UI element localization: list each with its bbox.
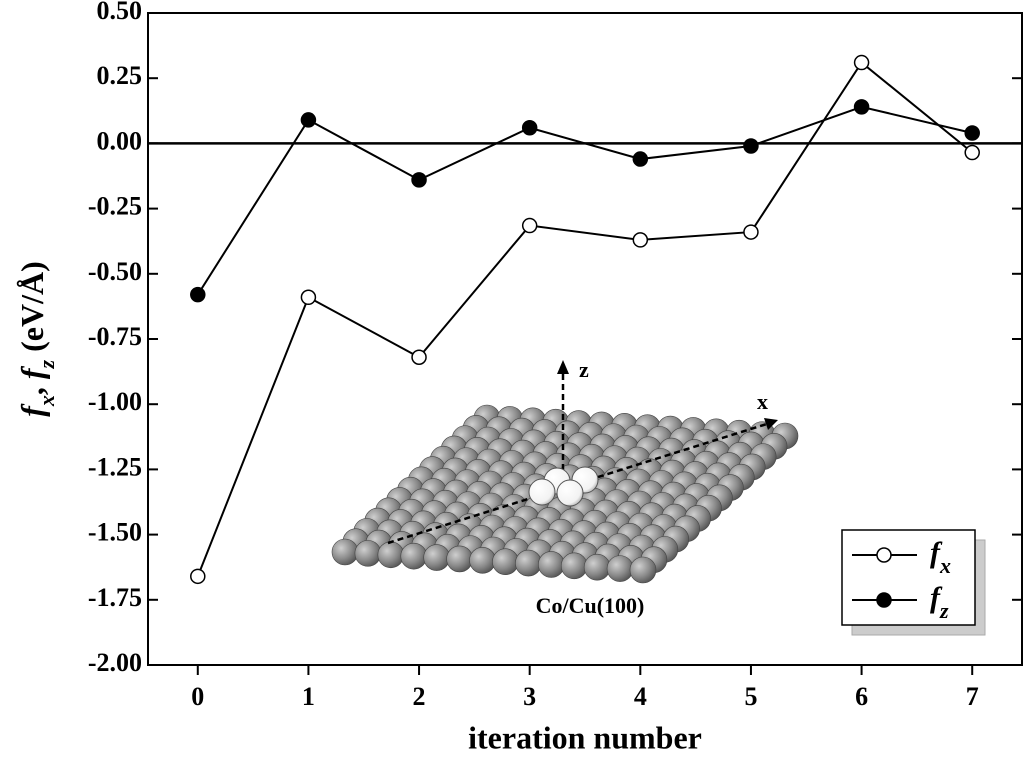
data-point xyxy=(853,99,870,115)
series-line xyxy=(196,105,973,296)
substrate-atom xyxy=(538,551,565,578)
y-tick-label: -1.50 xyxy=(88,518,142,547)
legend-label: fz xyxy=(930,581,949,623)
inset-illustration xyxy=(331,360,799,584)
x-tick-label: 6 xyxy=(855,682,868,711)
legend-marker xyxy=(876,592,892,608)
y-tick-label: -2.00 xyxy=(88,648,142,677)
data-point xyxy=(521,217,538,234)
data-point xyxy=(411,349,427,366)
data-point xyxy=(964,144,980,161)
data-point xyxy=(411,172,427,188)
substrate-atom xyxy=(583,553,611,581)
data-point xyxy=(632,232,649,248)
substrate-atom xyxy=(377,541,405,569)
y-tick-label: -0.75 xyxy=(88,322,142,351)
x-tick-label: 0 xyxy=(191,682,204,711)
y-tick-label: -0.25 xyxy=(88,192,142,221)
substrate-atom xyxy=(560,552,588,580)
substrate-atom xyxy=(400,542,428,570)
x-tick-label: 2 xyxy=(413,682,426,711)
substrate-atom xyxy=(606,555,634,582)
y-tick-label: -1.00 xyxy=(88,387,142,416)
y-axis-title-part: (eV/Å) xyxy=(14,261,50,360)
x-tick-label: 7 xyxy=(966,682,979,711)
data-point xyxy=(964,125,980,141)
y-tick-label: 0.50 xyxy=(97,0,143,25)
data-point xyxy=(190,286,206,303)
inset-axis-x: x xyxy=(757,389,768,414)
y-tick-label: 0.25 xyxy=(97,61,143,90)
substrate-atom xyxy=(446,545,473,573)
substrate-atom xyxy=(331,538,359,566)
substrate-atom xyxy=(492,548,519,575)
data-point xyxy=(853,54,870,71)
data-point xyxy=(743,224,759,240)
y-tick-label: -0.50 xyxy=(88,257,142,286)
y-axis-title: fx, fz (eV/Å) xyxy=(14,261,58,417)
inset-label: Co/Cu(100) xyxy=(536,593,645,618)
y-axis-title-part: f xyxy=(14,403,50,417)
legend-label: fx xyxy=(930,536,951,578)
legend-marker xyxy=(876,547,892,563)
y-axis-title-part: f xyxy=(14,365,50,379)
x-tick-label: 4 xyxy=(634,682,647,711)
data-point xyxy=(743,138,759,154)
data-point xyxy=(300,289,317,306)
data-point xyxy=(300,112,317,128)
y-axis-title-part: x xyxy=(34,395,59,407)
series-line xyxy=(196,61,973,577)
x-tick-label: 1 xyxy=(302,682,315,711)
inset-x-arrow xyxy=(764,418,778,430)
y-tick-label: -1.25 xyxy=(88,452,142,481)
x-tick-label: 5 xyxy=(744,682,757,711)
adatom xyxy=(556,479,584,507)
substrate-atom xyxy=(515,549,542,577)
y-tick-label: -1.75 xyxy=(88,583,142,612)
x-tick-label: 3 xyxy=(523,682,536,711)
data-point xyxy=(190,568,206,585)
substrate-atom xyxy=(423,544,450,571)
legend-box xyxy=(841,529,976,626)
x-axis-title: iteration number xyxy=(468,719,702,755)
adatom xyxy=(528,478,556,506)
y-tick-label: 0.00 xyxy=(97,126,143,155)
inset-axis-z: z xyxy=(579,357,589,382)
substrate-atom xyxy=(354,540,382,567)
data-point xyxy=(521,120,538,136)
y-axis-title-part: z xyxy=(34,359,59,369)
substrate-atom xyxy=(469,547,496,574)
y-axis-title-part: , xyxy=(14,379,50,395)
inset-z-arrow xyxy=(557,360,569,374)
data-point xyxy=(632,151,649,167)
substrate-atom xyxy=(629,556,657,584)
